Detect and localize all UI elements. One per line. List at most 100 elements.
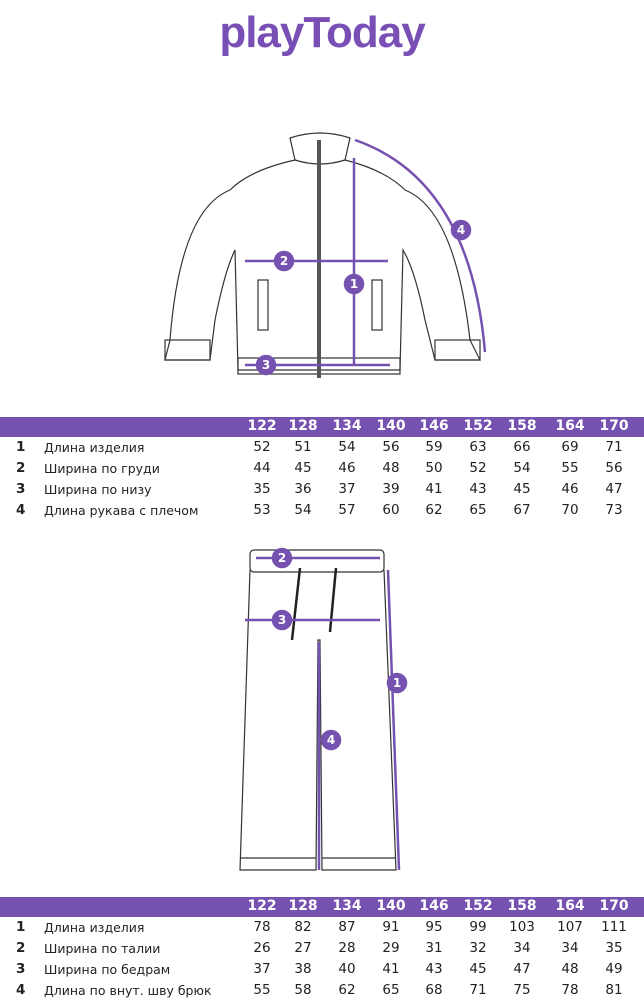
- cell-value: 75: [513, 982, 531, 998]
- row-label: Длина по внут. шву брюк: [44, 983, 212, 998]
- jacket-marker-3: 3: [262, 358, 270, 372]
- cell-value: 95: [425, 919, 443, 935]
- cell-value: 41: [425, 481, 443, 497]
- cell-value: 26: [253, 940, 271, 956]
- cell-value: 55: [561, 460, 579, 476]
- cell-value: 28: [338, 940, 356, 956]
- cell-value: 48: [382, 460, 400, 476]
- cell-value: 45: [294, 460, 312, 476]
- size-header: 122 128 134 140 146 152 158 164 170: [0, 897, 644, 917]
- table-row: 3 Ширина по низу 35 36 37 39 41 43 45 46 47: [0, 479, 644, 500]
- cell-value: 111: [601, 919, 627, 935]
- row-label: Длина рукава с плечом: [44, 503, 199, 518]
- cell-value: 54: [294, 502, 312, 518]
- row-number: 4: [16, 982, 26, 998]
- cell-value: 66: [513, 439, 531, 455]
- size-170: 170: [599, 898, 629, 914]
- cell-value: 70: [561, 502, 579, 518]
- cell-value: 43: [469, 481, 487, 497]
- cell-value: 53: [253, 502, 271, 518]
- cell-value: 47: [605, 481, 623, 497]
- cell-value: 37: [338, 481, 356, 497]
- cell-value: 47: [513, 961, 531, 977]
- cell-value: 87: [338, 919, 356, 935]
- table-row: 4 Длина по внут. шву брюк 55 58 62 65 68 71 75 78…: [0, 980, 644, 1000]
- cell-value: 56: [605, 460, 623, 476]
- cell-value: 36: [294, 481, 312, 497]
- cell-value: 62: [338, 982, 356, 998]
- row-number: 4: [16, 502, 26, 518]
- row-label: Ширина по груди: [44, 461, 160, 476]
- table-row: 2 Ширина по груди 44 45 46 48 50 52 54 55 56: [0, 458, 644, 479]
- cell-value: 27: [294, 940, 312, 956]
- cell-value: 63: [469, 439, 487, 455]
- pants-marker-3: 3: [278, 613, 286, 627]
- cell-value: 46: [561, 481, 579, 497]
- table-row: 3 Ширина по бедрам 37 38 40 41 43 45 47 48 49: [0, 959, 644, 980]
- cell-value: 34: [561, 940, 579, 956]
- row-number: 1: [16, 919, 26, 935]
- cell-value: 62: [425, 502, 443, 518]
- cell-value: 55: [253, 982, 271, 998]
- size-152: 152: [463, 898, 493, 914]
- table-row: 1 Длина изделия 78 82 87 91 95 99 103 107 111: [0, 917, 644, 938]
- cell-value: 34: [513, 940, 531, 956]
- size-122: 122: [247, 898, 277, 914]
- cell-value: 78: [561, 982, 579, 998]
- cell-value: 71: [605, 439, 623, 455]
- cell-value: 39: [382, 481, 400, 497]
- cell-value: 73: [605, 502, 623, 518]
- pants-marker-1: 1: [393, 676, 401, 690]
- jacket-size-table: 122 128 134 140 146 152 158 164 170 1 Длина издел…: [0, 417, 644, 521]
- cell-value: 31: [425, 940, 443, 956]
- cell-value: 35: [605, 940, 623, 956]
- row-number: 3: [16, 481, 26, 497]
- pants-drawing: 1 2 3 4: [239, 547, 408, 871]
- size-158: 158: [507, 898, 537, 914]
- cell-value: 56: [382, 439, 400, 455]
- table-row: 4 Длина рукава с плечом 53 54 57 60 62 65 67 70 73: [0, 500, 644, 521]
- cell-value: 50: [425, 460, 443, 476]
- brand-logo: playToday: [219, 8, 425, 57]
- cell-value: 67: [513, 502, 531, 518]
- size-158: 158: [507, 418, 537, 434]
- cell-value: 99: [469, 919, 487, 935]
- size-170: 170: [599, 418, 629, 434]
- cell-value: 43: [425, 961, 443, 977]
- cell-value: 40: [338, 961, 356, 977]
- jacket-marker-1: 1: [350, 277, 358, 291]
- cell-value: 46: [338, 460, 356, 476]
- size-header: 122 128 134 140 146 152 158 164 170: [0, 417, 644, 437]
- size-140: 140: [376, 898, 406, 914]
- cell-value: 35: [253, 481, 271, 497]
- cell-value: 60: [382, 502, 400, 518]
- cell-value: 44: [253, 460, 271, 476]
- cell-value: 37: [253, 961, 271, 977]
- row-label: Ширина по талии: [44, 941, 161, 956]
- row-number: 1: [16, 439, 26, 455]
- row-number: 3: [16, 961, 26, 977]
- cell-value: 54: [338, 439, 356, 455]
- cell-value: 103: [509, 919, 535, 935]
- size-146: 146: [419, 418, 449, 434]
- cell-value: 78: [253, 919, 271, 935]
- cell-value: 52: [253, 439, 271, 455]
- cell-value: 48: [561, 961, 579, 977]
- cell-value: 45: [469, 961, 487, 977]
- row-number: 2: [16, 940, 26, 956]
- cell-value: 107: [557, 919, 583, 935]
- cell-value: 57: [338, 502, 356, 518]
- size-134: 134: [332, 418, 362, 434]
- size-128: 128: [288, 418, 318, 434]
- size-164: 164: [555, 898, 585, 914]
- jacket-marker-2: 2: [280, 254, 288, 268]
- cell-value: 65: [382, 982, 400, 998]
- cell-value: 41: [382, 961, 400, 977]
- cell-value: 59: [425, 439, 443, 455]
- size-152: 152: [463, 418, 493, 434]
- cell-value: 91: [382, 919, 400, 935]
- jacket-drawing: 1 2 3 4: [164, 132, 487, 378]
- size-134: 134: [332, 898, 362, 914]
- cell-value: 58: [294, 982, 312, 998]
